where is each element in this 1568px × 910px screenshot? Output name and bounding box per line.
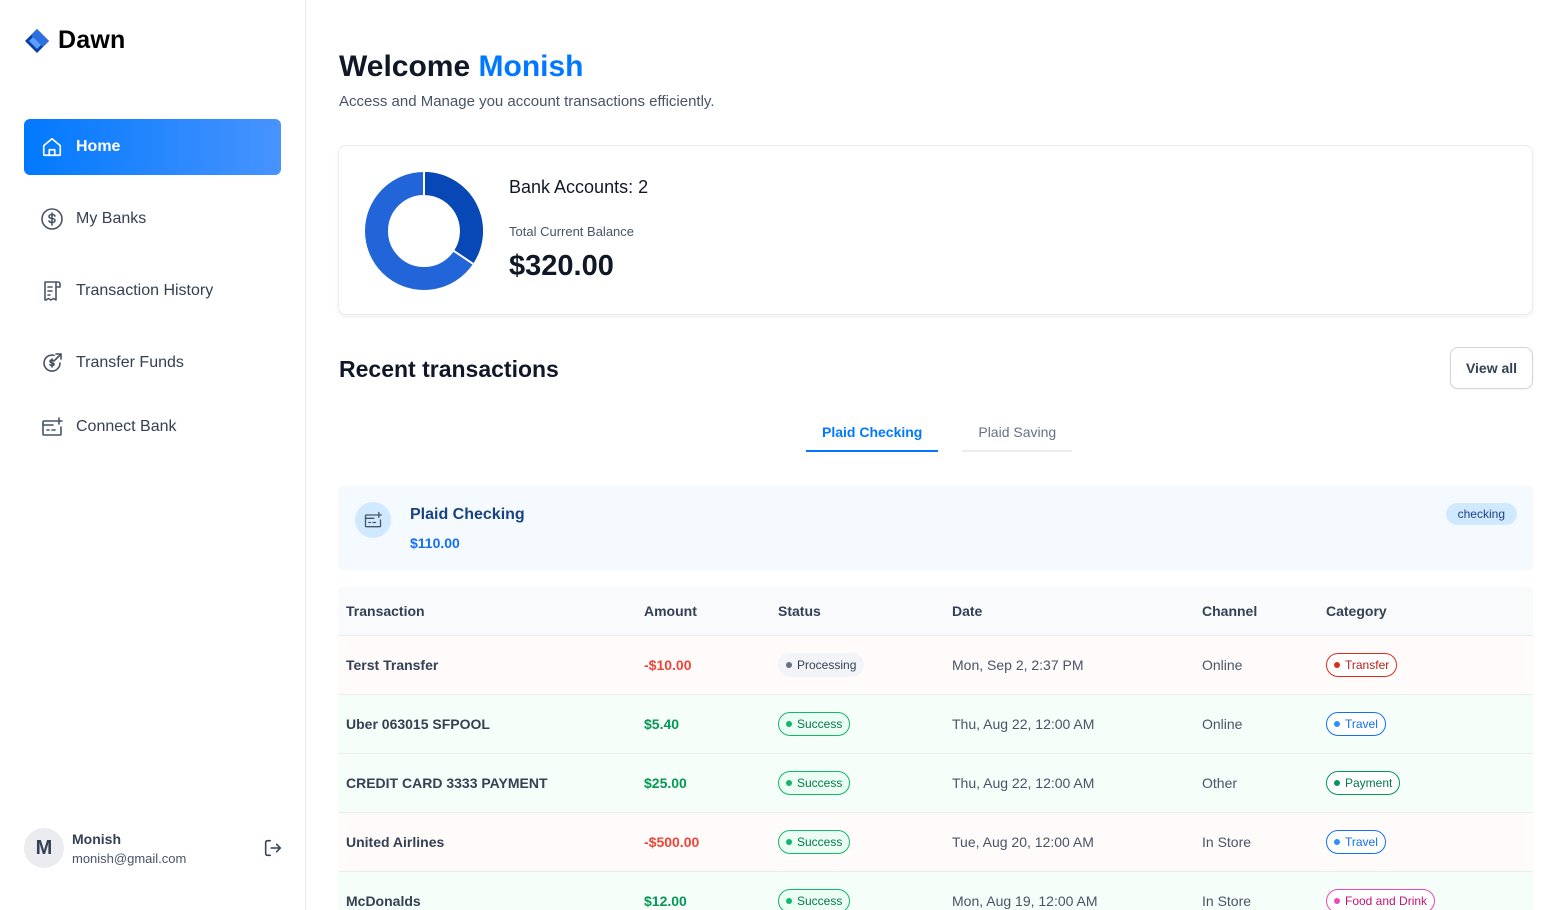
receipt-icon	[40, 279, 64, 303]
user-footer: M Monish monish@gmail.com	[24, 828, 284, 868]
transaction-name: Uber 063015 SFPOOL	[346, 716, 490, 732]
transaction-amount: $5.40	[644, 716, 680, 732]
bank-tabs: Plaid Checking Plaid Saving	[806, 416, 1073, 452]
balance-donut-chart	[365, 172, 483, 290]
table-row[interactable]: Terst Transfer -$10.00 Processing Mon, S…	[338, 636, 1533, 695]
card-plus-icon	[40, 415, 64, 439]
logout-icon[interactable]	[262, 837, 284, 859]
total-balance-amount: $320.00	[509, 250, 614, 282]
status-badge: Processing	[778, 653, 865, 677]
account-type-badge: checking	[1445, 503, 1517, 525]
transaction-amount: -$10.00	[644, 657, 692, 673]
column-header: Date	[952, 603, 983, 619]
transaction-name: CREDIT CARD 3333 PAYMENT	[346, 775, 548, 791]
status-badge: Success	[778, 712, 851, 736]
tab-plaid-checking[interactable]: Plaid Checking	[806, 416, 939, 452]
page-title: Welcome Monish	[339, 50, 584, 84]
transaction-amount: $12.00	[644, 893, 687, 909]
recent-transactions-title: Recent transactions	[339, 356, 559, 382]
sidebar-item-my-banks[interactable]: My Banks	[24, 191, 281, 247]
table-header: Transaction Amount Status Date Channel C…	[338, 587, 1533, 636]
column-header: Amount	[644, 603, 697, 619]
avatar[interactable]: M	[24, 828, 64, 868]
column-header: Category	[1326, 603, 1387, 619]
user-email: monish@gmail.com	[72, 850, 187, 866]
sidebar-item-connect-bank[interactable]: Connect Bank	[24, 399, 281, 455]
user-name: Monish	[72, 830, 121, 847]
transaction-date: Thu, Aug 22, 12:00 AM	[952, 716, 1095, 732]
status-badge: Success	[778, 889, 851, 910]
table-row[interactable]: Uber 063015 SFPOOL $5.40 Success Thu, Au…	[338, 695, 1533, 754]
page-subtitle: Access and Manage you account transactio…	[339, 93, 715, 110]
total-balance-label: Total Current Balance	[509, 224, 635, 239]
transaction-date: Mon, Aug 19, 12:00 AM	[952, 893, 1098, 909]
category-badge: Travel	[1326, 712, 1386, 736]
sidebar-nav: Home My Banks Transaction History Transf…	[24, 119, 281, 455]
table-row[interactable]: McDonalds $12.00 Success Mon, Aug 19, 12…	[338, 872, 1533, 910]
category-badge: Payment	[1326, 771, 1401, 795]
transaction-amount: -$500.00	[644, 834, 700, 850]
tab-plaid-saving[interactable]: Plaid Saving	[962, 416, 1073, 452]
bank-accounts-count: Bank Accounts: 2	[509, 177, 649, 197]
transactions-table: Transaction Amount Status Date Channel C…	[338, 587, 1533, 910]
transaction-date: Tue, Aug 20, 12:00 AM	[952, 834, 1094, 850]
category-badge: Travel	[1326, 830, 1386, 854]
user-info: Monish monish@gmail.com	[72, 831, 186, 866]
transaction-date: Mon, Sep 2, 2:37 PM	[952, 657, 1084, 673]
column-header: Channel	[1202, 603, 1258, 619]
transaction-name: McDonalds	[346, 893, 421, 909]
total-balance-card: Bank Accounts: 2 Total Current Balance $…	[338, 145, 1533, 315]
category-badge: Transfer	[1326, 653, 1398, 677]
table-row[interactable]: United Airlines -$500.00 Success Tue, Au…	[338, 813, 1533, 872]
app-name: Dawn	[58, 26, 126, 54]
sidebar-item-home[interactable]: Home	[24, 119, 281, 175]
status-badge: Success	[778, 771, 851, 795]
sidebar-item-label: Transfer Funds	[76, 354, 184, 371]
logo[interactable]: Dawn	[24, 26, 125, 55]
transaction-channel: Other	[1202, 775, 1238, 791]
view-all-button[interactable]: View all	[1450, 347, 1533, 389]
sidebar-item-label: Home	[76, 138, 121, 155]
column-header: Transaction	[346, 603, 425, 619]
sidebar-item-transaction-history[interactable]: Transaction History	[24, 263, 281, 319]
bank-name: Plaid Checking	[410, 506, 525, 523]
transaction-date: Thu, Aug 22, 12:00 AM	[952, 775, 1095, 791]
transaction-amount: $25.00	[644, 775, 687, 791]
transaction-channel: In Store	[1202, 834, 1252, 850]
donut-segment-2	[423, 172, 483, 264]
bank-balance: $110.00	[410, 535, 460, 551]
sidebar-item-transfer-funds[interactable]: Transfer Funds	[24, 335, 281, 391]
category-badge: Food and Drink	[1326, 889, 1436, 910]
logo-icon	[25, 28, 49, 53]
home-icon	[40, 135, 64, 159]
transfer-icon	[40, 351, 64, 375]
dollar-circle-icon	[40, 207, 64, 231]
sidebar-item-label: Connect Bank	[76, 418, 177, 435]
transaction-name: United Airlines	[346, 834, 445, 850]
transaction-name: Terst Transfer	[346, 657, 439, 673]
transaction-channel: Online	[1202, 716, 1243, 732]
donut-divider-2	[452, 249, 474, 265]
sidebar-item-label: Transaction History	[76, 282, 214, 299]
bank-card-icon	[355, 502, 391, 538]
transaction-channel: In Store	[1202, 893, 1252, 909]
welcome-user-name: Monish	[478, 50, 584, 83]
sidebar-item-label: My Banks	[76, 210, 147, 227]
main-content: Welcome Monish Access and Manage you acc…	[306, 0, 1568, 910]
transaction-channel: Online	[1202, 657, 1243, 673]
status-badge: Success	[778, 830, 851, 854]
bank-info-card[interactable]: Plaid Checking $110.00 checking	[338, 486, 1533, 570]
welcome-prefix: Welcome	[339, 50, 471, 83]
column-header: Status	[778, 603, 821, 619]
table-row[interactable]: CREDIT CARD 3333 PAYMENT $25.00 Success …	[338, 754, 1533, 813]
sidebar: Dawn Home My Banks Transaction History	[0, 0, 306, 910]
